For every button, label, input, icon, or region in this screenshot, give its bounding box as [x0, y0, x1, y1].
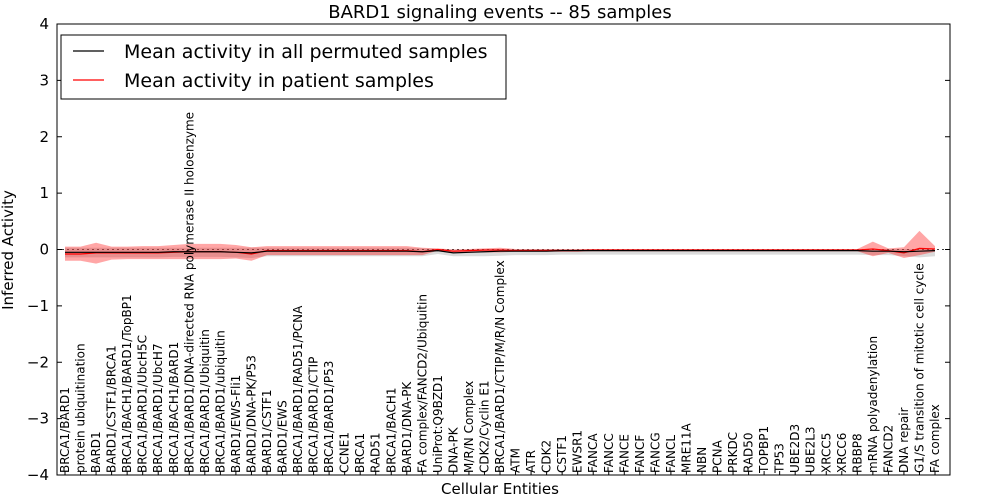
- category-label: FANCE: [617, 434, 631, 473]
- category-label: UniProt:Q9BZD1: [431, 375, 445, 473]
- category-label: EWSR1: [571, 430, 585, 473]
- y-axis-label: Inferred Activity: [0, 190, 17, 310]
- category-label: RAD50: [742, 432, 756, 473]
- y-axis: 4 3 2 1 0 −1 −2 −3 −4: [27, 15, 950, 484]
- category-label: BARD1: [89, 431, 103, 473]
- category-label: BRCA1/BARD1/CTIP: [307, 357, 321, 473]
- category-label: G1/S transition of mitotic cell cycle: [912, 263, 926, 473]
- y-tick-label: −3: [27, 410, 49, 428]
- category-label: CDK2/Cyclin E1: [477, 380, 491, 473]
- y-tick-label: −1: [27, 297, 49, 315]
- legend: Mean activity in all permuted samples Me…: [60, 34, 507, 100]
- category-label: PCNA: [711, 439, 725, 473]
- category-label: BRCA1/BARD1/P53: [322, 361, 336, 473]
- category-label: BARD1/DNA-PK/P53: [244, 355, 258, 473]
- category-label: BRCA1/BARD1/UbcH5C: [136, 335, 150, 473]
- category-label: XRCC6: [835, 433, 849, 473]
- category-label: BARD1/CSTF1: [260, 389, 274, 473]
- category-label: BRCA1/BARD1/Ubiquitin: [198, 329, 212, 473]
- category-label: FANCA: [586, 433, 600, 473]
- legend-box: [60, 34, 507, 100]
- y-tick-label: −2: [27, 353, 49, 371]
- category-label: CCNE1: [338, 432, 352, 473]
- category-label: FA complex: [928, 404, 942, 473]
- category-label: BRCA1/BARD1/DNA-directed RNA polymerase …: [182, 112, 196, 473]
- category-label: MRE11A: [679, 422, 693, 473]
- y-tick-label: −4: [27, 466, 49, 484]
- category-label: FANCF: [633, 435, 647, 473]
- category-label: ATM: [509, 448, 523, 473]
- category-label: BRCA1/BACH1: [384, 387, 398, 473]
- category-labels: BRCA1/BARD1 protein ubiquitination BARD1 BA…: [58, 112, 942, 475]
- confidence-band-patient: [65, 230, 935, 264]
- category-label: TOPBP1: [757, 426, 771, 474]
- category-label: UBE2D3: [788, 424, 802, 473]
- category-label: protein ubiquitination: [74, 343, 88, 473]
- category-label: PRKDC: [726, 432, 740, 473]
- category-label: BRCA1: [353, 433, 367, 473]
- category-label: mRNA polyadenylation: [866, 336, 880, 473]
- y-tick-label: 4: [39, 15, 49, 33]
- category-label: BRCA1/BACH1/BARD1: [167, 342, 181, 473]
- x-axis-label: Cellular Entities: [441, 480, 559, 498]
- category-label: BARD1/DNA-PK: [400, 381, 414, 473]
- category-label: RBBP8: [850, 433, 864, 473]
- category-label: CDK2: [540, 440, 554, 473]
- series-line-permuted: [65, 250, 936, 254]
- y-tick-label: 2: [39, 128, 49, 146]
- category-label: FANCD2: [881, 425, 895, 473]
- category-label: BRCA1/BARD1/CTIP/M/R/N Complex: [493, 260, 507, 473]
- category-label: TP53: [773, 443, 787, 474]
- category-label: DNA repair: [897, 407, 911, 473]
- legend-label-patient: Mean activity in patient samples: [124, 70, 434, 92]
- category-label: BRCA1/BARD1/RAD51/PCNA: [291, 305, 305, 473]
- category-label: FANCG: [648, 432, 662, 473]
- y-tick-label: 1: [39, 184, 49, 202]
- category-label: BRCA1/BARD1/ubiquitin: [213, 330, 227, 473]
- chart-title: BARD1 signaling events -- 85 samples: [328, 2, 672, 23]
- category-label: FANCC: [602, 433, 616, 473]
- category-label: RAD51: [369, 432, 383, 473]
- y-tick-label: 3: [39, 71, 49, 89]
- category-label: FA complex/FANCD2/Ubiquitin: [415, 294, 429, 473]
- category-label: FANCL: [664, 435, 678, 473]
- y-tick-label: 0: [39, 241, 49, 259]
- category-label: XRCC5: [819, 433, 833, 473]
- category-label: ATR: [524, 450, 538, 473]
- legend-label-permuted: Mean activity in all permuted samples: [124, 41, 487, 63]
- category-label: BARD1/CSTF1/BRCA1: [105, 345, 119, 473]
- category-label: CSTF1: [555, 435, 569, 473]
- category-label: M/R/N Complex: [462, 381, 476, 473]
- category-label: BARD1/EWS: [276, 400, 290, 473]
- category-label: UBE2L3: [804, 426, 818, 473]
- category-label: NBN: [695, 447, 709, 473]
- category-label: BARD1/EWS-Fli1: [229, 375, 243, 473]
- category-label: BRCA1/BACH1/BARD1/TopBP1: [120, 294, 134, 473]
- category-label: DNA-PK: [446, 426, 460, 473]
- category-label: BRCA1/BARD1: [58, 387, 72, 473]
- category-label: BRCA1/BARD1/UbcH7: [151, 343, 165, 473]
